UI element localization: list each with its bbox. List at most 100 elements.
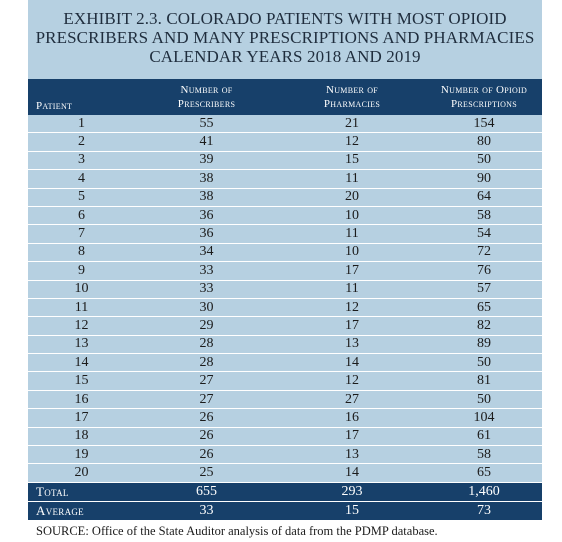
prescriptions-cell: 65 — [426, 463, 542, 483]
pharmacies-cell: 10 — [278, 243, 426, 263]
prescriptions-cell: 50 — [426, 151, 542, 171]
average-prescriptions: 73 — [426, 501, 542, 520]
header-patient-label: Patient — [36, 100, 73, 112]
table-row: 10 33 11 57 — [28, 280, 542, 299]
table-row: 1 55 21 154 — [28, 115, 542, 134]
patient-cell: 2 — [28, 132, 135, 152]
table-row: 7 36 11 54 — [28, 224, 542, 244]
prescriptions-cell: 58 — [426, 206, 542, 226]
patient-cell: 16 — [28, 390, 135, 410]
pharmacies-cell: 27 — [278, 390, 426, 410]
prescribers-cell: 38 — [135, 169, 278, 189]
prescriptions-cell: 64 — [426, 188, 542, 207]
table-row: 17 26 16 104 — [28, 408, 542, 428]
table-row: 16 27 27 50 — [28, 390, 542, 410]
prescriptions-cell: 89 — [426, 335, 542, 355]
header-pharmacies-line2: Pharmacies — [323, 98, 381, 110]
table-row: 3 39 15 50 — [28, 151, 542, 171]
header-prescriptions-line1: Number of Opioid — [440, 84, 528, 96]
patient-cell: 15 — [28, 371, 135, 391]
pharmacies-cell: 17 — [278, 316, 426, 336]
header-prescribers-line1: Number of — [180, 84, 233, 96]
prescriptions-cell: 50 — [426, 390, 542, 410]
prescriptions-cell: 81 — [426, 371, 542, 391]
prescriptions-cell: 54 — [426, 224, 542, 244]
table-row: 6 36 10 58 — [28, 206, 542, 226]
title-line-2: PRESCRIBERS AND MANY PRESCRIPTIONS AND P… — [35, 28, 535, 47]
prescriptions-cell: 80 — [426, 132, 542, 152]
prescribers-cell: 34 — [135, 243, 278, 263]
pharmacies-cell: 17 — [278, 427, 426, 447]
prescriptions-cell: 65 — [426, 298, 542, 318]
patient-cell: 6 — [28, 206, 135, 226]
patient-cell: 20 — [28, 463, 135, 483]
pharmacies-cell: 13 — [278, 335, 426, 355]
pharmacies-cell: 11 — [278, 280, 426, 299]
total-prescribers: 655 — [135, 482, 278, 502]
patient-cell: 13 — [28, 335, 135, 355]
prescribers-cell: 28 — [135, 335, 278, 355]
pharmacies-cell: 11 — [278, 224, 426, 244]
table-row: 2 41 12 80 — [28, 132, 542, 152]
total-row: Total 655 293 1,460 — [28, 482, 542, 502]
table-row: 20 25 14 65 — [28, 463, 542, 483]
patient-cell: 7 — [28, 224, 135, 244]
average-row: Average 33 15 73 — [28, 501, 542, 520]
prescribers-cell: 26 — [135, 408, 278, 428]
prescriptions-cell: 61 — [426, 427, 542, 447]
patient-cell: 5 — [28, 188, 135, 207]
table-row: 13 28 13 89 — [28, 335, 542, 355]
header-prescriptions-line2: Prescriptions — [450, 98, 518, 110]
exhibit-panel: EXHIBIT 2.3. COLORADO PATIENTS WITH MOST… — [28, 0, 542, 538]
header-patient: Patient — [28, 79, 135, 115]
pharmacies-cell: 16 — [278, 408, 426, 428]
prescribers-cell: 28 — [135, 353, 278, 373]
prescriptions-cell: 76 — [426, 261, 542, 281]
table-row: 14 28 14 50 — [28, 353, 542, 373]
patient-cell: 10 — [28, 280, 135, 299]
prescribers-cell: 36 — [135, 224, 278, 244]
prescriptions-cell: 72 — [426, 243, 542, 263]
pharmacies-cell: 10 — [278, 206, 426, 226]
total-prescriptions: 1,460 — [426, 482, 542, 502]
prescribers-cell: 36 — [135, 206, 278, 226]
prescriptions-cell: 57 — [426, 280, 542, 299]
patient-cell: 1 — [28, 115, 135, 134]
exhibit-title: EXHIBIT 2.3. COLORADO PATIENTS WITH MOST… — [28, 0, 542, 79]
average-prescribers: 33 — [135, 501, 278, 520]
prescribers-cell: 41 — [135, 132, 278, 152]
pharmacies-cell: 14 — [278, 463, 426, 483]
prescribers-cell: 55 — [135, 115, 278, 134]
header-prescribers-line2: Prescribers — [177, 98, 236, 110]
prescriptions-cell: 58 — [426, 445, 542, 465]
prescribers-cell: 26 — [135, 427, 278, 447]
table-row: 8 34 10 72 — [28, 243, 542, 263]
table-header-row: Patient Number of Prescribers Number of … — [28, 79, 542, 115]
pharmacies-cell: 14 — [278, 353, 426, 373]
pharmacies-cell: 21 — [278, 115, 426, 134]
prescribers-cell: 26 — [135, 445, 278, 465]
prescribers-cell: 38 — [135, 188, 278, 207]
table-body: 1 55 21 154 2 41 12 80 3 39 15 50 4 38 11 90 5 38 20 64 6 36 1… — [28, 115, 542, 520]
pharmacies-cell: 13 — [278, 445, 426, 465]
pharmacies-cell: 17 — [278, 261, 426, 281]
patient-cell: 18 — [28, 427, 135, 447]
prescribers-cell: 33 — [135, 261, 278, 281]
prescribers-cell: 27 — [135, 371, 278, 391]
average-label: Average — [28, 501, 135, 520]
header-prescribers: Number of Prescribers — [135, 79, 278, 115]
title-line-3: CALENDAR YEARS 2018 AND 2019 — [149, 47, 421, 66]
table-row: 9 33 17 76 — [28, 261, 542, 281]
prescriptions-cell: 82 — [426, 316, 542, 336]
prescribers-cell: 25 — [135, 463, 278, 483]
pharmacies-cell: 12 — [278, 132, 426, 152]
prescriptions-cell: 104 — [426, 408, 542, 428]
patient-cell: 19 — [28, 445, 135, 465]
prescribers-cell: 30 — [135, 298, 278, 318]
header-pharmacies: Number of Pharmacies — [278, 79, 426, 115]
pharmacies-cell: 12 — [278, 371, 426, 391]
table-row: 12 29 17 82 — [28, 316, 542, 336]
header-prescriptions: Number of Opioid Prescriptions — [426, 79, 542, 115]
patient-cell: 11 — [28, 298, 135, 318]
pharmacies-cell: 11 — [278, 169, 426, 189]
